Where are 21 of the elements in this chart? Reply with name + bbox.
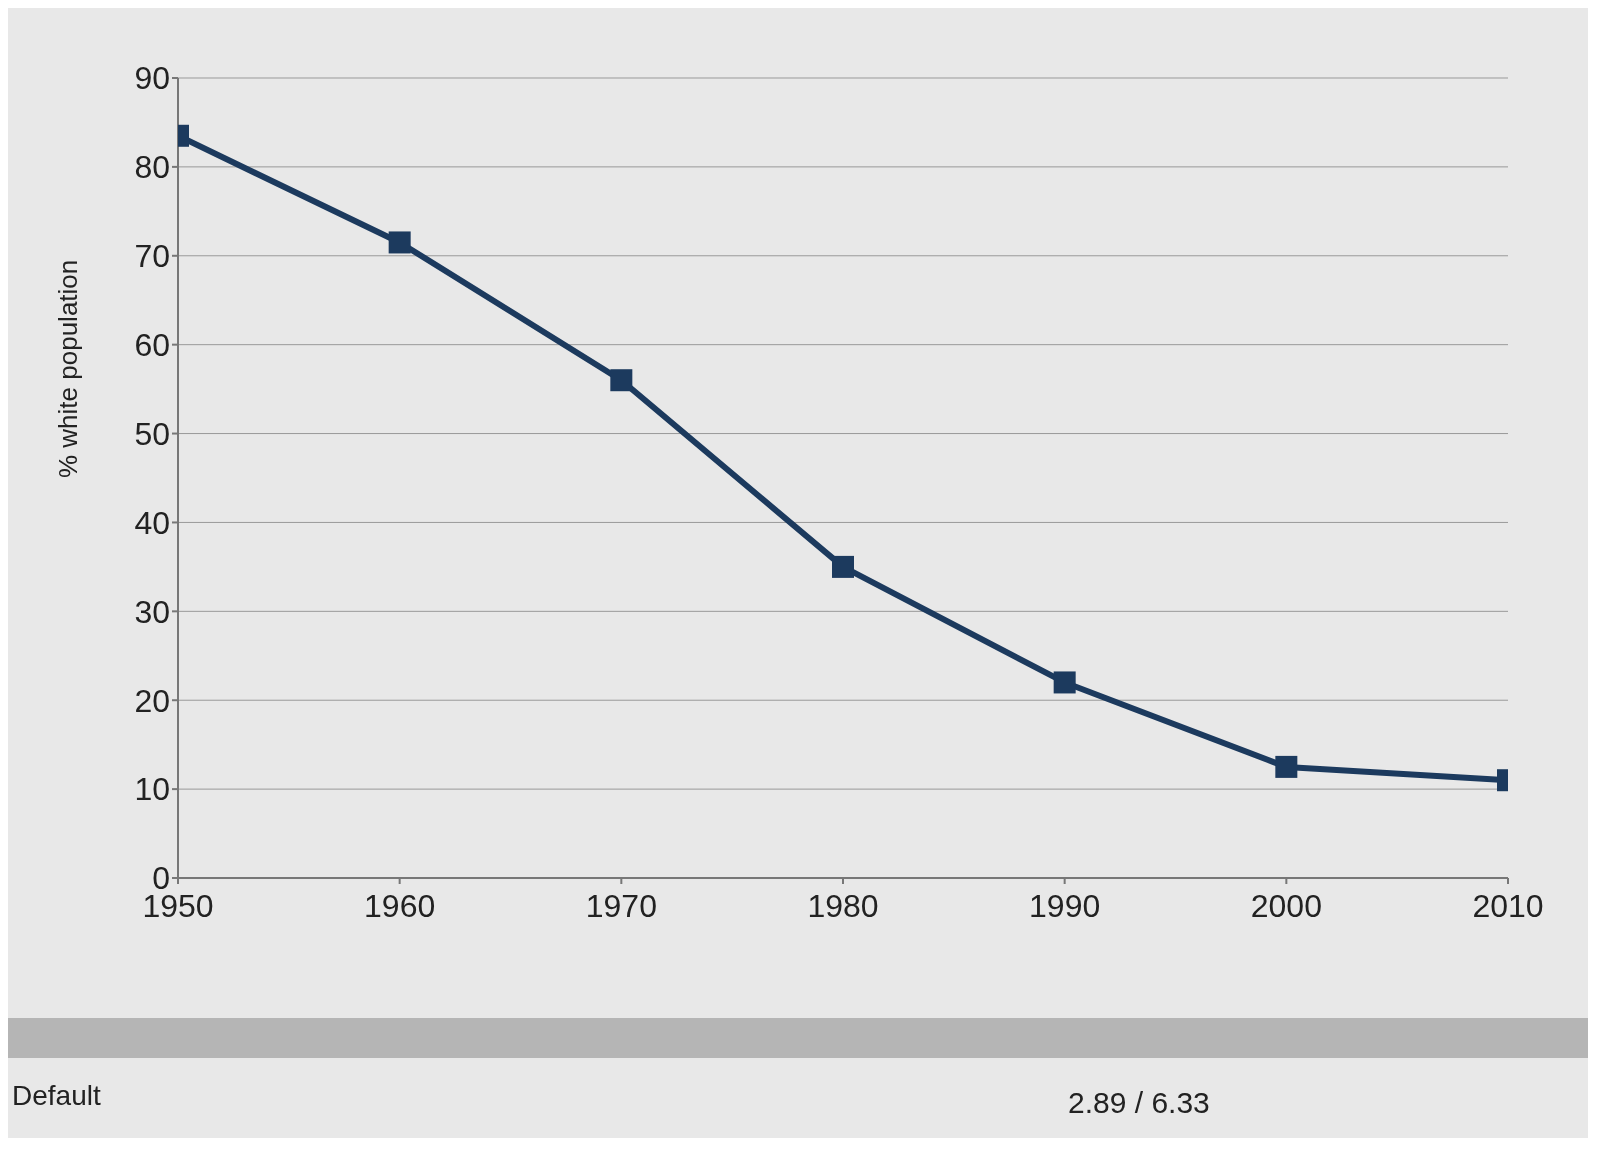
y-tick-label: 30: [134, 593, 170, 630]
y-tick-label: 70: [134, 238, 170, 275]
x-tick-label: 1990: [1029, 887, 1101, 924]
y-tick-label: 50: [134, 415, 170, 452]
y-tick-label: 40: [134, 504, 170, 541]
text: Default: [12, 1080, 101, 1112]
y-tick-label: 20: [134, 682, 170, 719]
y-tick-label: 60: [134, 327, 170, 364]
point: [610, 369, 633, 392]
y-tick-label: 90: [134, 60, 170, 97]
x-tick-label: 1980: [807, 887, 879, 924]
x-tick-label: 1970: [585, 887, 657, 924]
y-tick-label: 10: [134, 771, 170, 808]
y-axis-title: % white population: [53, 259, 84, 478]
point: [1053, 671, 1076, 694]
y-tick-label: 80: [134, 149, 170, 186]
x-tick-label: 2000: [1250, 887, 1322, 924]
text: 2.89 / 6.33: [1068, 1086, 1210, 1120]
x-tick-label: 2010: [1472, 887, 1544, 924]
x-tick-label: 1960: [364, 887, 436, 924]
point: [832, 555, 854, 578]
